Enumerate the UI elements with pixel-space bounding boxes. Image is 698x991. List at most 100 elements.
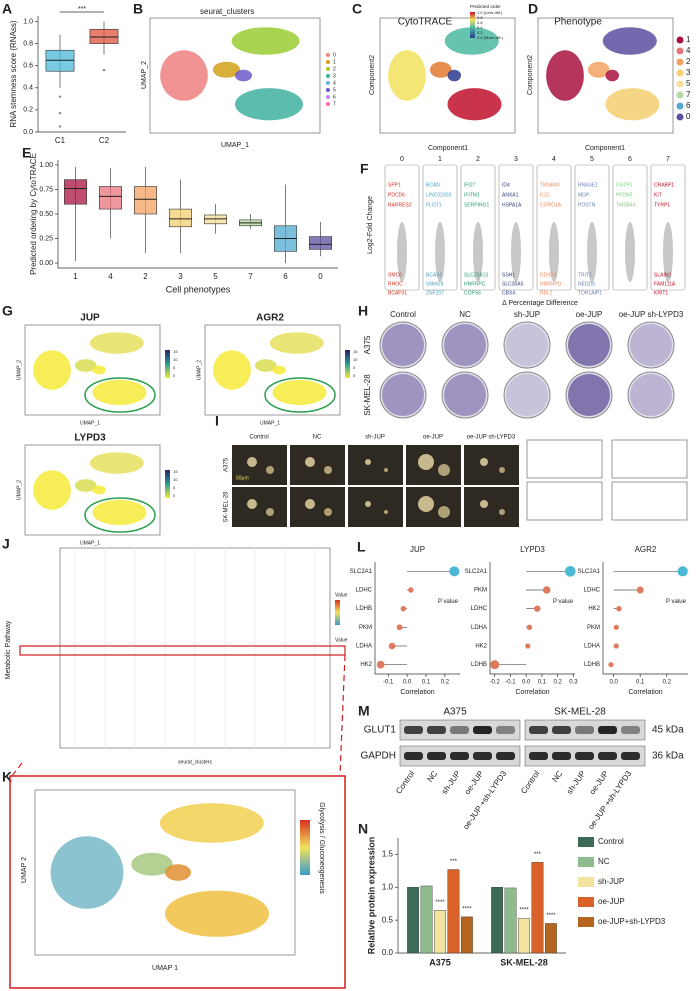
x-tick-label: 2 xyxy=(143,272,148,281)
y-tick-label: 1.5 xyxy=(382,850,394,859)
decoration xyxy=(305,499,315,509)
bar xyxy=(420,885,433,954)
decoration xyxy=(418,496,434,512)
decoration xyxy=(536,164,572,291)
x-axis-label: Component1 xyxy=(585,145,625,152)
gene-label: HSPA1A xyxy=(502,202,522,208)
decoration xyxy=(480,500,488,508)
gene-label: CRABP1 xyxy=(654,182,674,188)
outlier xyxy=(58,95,62,98)
gene-label: PDCD6 xyxy=(388,192,405,198)
dot xyxy=(400,605,407,612)
gene-label: ANXA1 xyxy=(502,192,519,198)
x-tick-label: 0.1 xyxy=(422,680,431,686)
row-label: SK-MEL-28 xyxy=(363,374,372,416)
decoration xyxy=(290,445,345,485)
decoration xyxy=(406,445,461,485)
panel-label: H xyxy=(358,303,368,319)
colorbar-label: 0 xyxy=(353,373,356,378)
gene-label: HNRNPC xyxy=(464,281,486,287)
decoration xyxy=(404,726,423,734)
decoration xyxy=(232,445,287,485)
legend-label: 7 xyxy=(686,90,691,99)
x-axis-label: UMAP_1 xyxy=(80,540,100,546)
decoration xyxy=(165,890,269,937)
colorbar-label: 15 xyxy=(173,469,178,474)
gene-label: HNRNPD xyxy=(540,281,562,287)
decoration xyxy=(630,374,672,416)
decoration xyxy=(33,350,71,390)
x-tick-label: 0 xyxy=(318,272,323,281)
y-tick-label: SLC2A1 xyxy=(350,569,373,575)
gene-label: TRIT1 xyxy=(578,272,592,278)
column-label: oe-JUP xyxy=(423,435,443,441)
x-axis-label: Correlation xyxy=(628,689,662,696)
colorbar-label: 5 xyxy=(173,485,176,490)
x-axis-label: seurat_clusters xyxy=(178,759,212,765)
row-label: A375 xyxy=(363,335,372,354)
gene-label: LINC02303 xyxy=(426,192,452,198)
decoration xyxy=(300,820,310,875)
box xyxy=(45,49,75,72)
outlier xyxy=(102,68,106,72)
y-tick-label: 0.4 xyxy=(23,85,33,92)
y-tick-label: 0.0 xyxy=(382,948,394,957)
decoration xyxy=(84,377,156,413)
decoration xyxy=(92,485,106,495)
decoration xyxy=(232,487,287,527)
chart-title: LYPD3 xyxy=(520,545,545,554)
decoration xyxy=(537,17,674,134)
panel-label: B xyxy=(133,1,143,17)
gene-label: GSTP1 xyxy=(616,182,633,188)
gene-label: KIT xyxy=(654,192,662,198)
y-tick-label: PKM xyxy=(474,588,487,594)
gene-label: SLC25A13 xyxy=(464,272,488,278)
gene-label: FAM111A xyxy=(654,281,676,287)
x-axis-label: UMAP 1 xyxy=(152,965,178,972)
gene-label: SERPING1 xyxy=(464,202,490,208)
colorbar-label: 10 xyxy=(353,357,358,362)
decoration xyxy=(379,17,516,134)
legend-title: Value xyxy=(335,592,348,598)
colorbar-label: 5 xyxy=(353,365,356,370)
dot xyxy=(388,642,396,650)
chart-title: JUP xyxy=(410,545,425,554)
y-axis-label: Component2 xyxy=(369,55,376,95)
gene-label: IFITM1 xyxy=(464,192,480,198)
bar xyxy=(544,923,557,954)
chart-title: AGR2 xyxy=(635,545,657,554)
decoration xyxy=(552,752,571,760)
y-tick-label: SLC2A1 xyxy=(465,569,488,575)
decoration xyxy=(546,50,584,101)
gene-label: RNASE1 xyxy=(578,182,598,188)
decoration xyxy=(24,444,161,536)
panel-label: F xyxy=(360,161,369,177)
colorbar-label: 10 xyxy=(173,357,178,362)
x-tick-label: 0.2 xyxy=(554,680,563,686)
colorbar-label: 0 xyxy=(173,493,176,498)
decoration xyxy=(213,350,251,390)
colorbar-label: 15 xyxy=(173,349,178,354)
significance: **** xyxy=(435,900,445,906)
gene-label: RHOC xyxy=(388,281,403,287)
gene-label: IFI27 xyxy=(464,182,476,188)
box xyxy=(64,179,88,205)
decoration xyxy=(264,377,336,413)
legend-label: 0.8 xyxy=(477,15,483,20)
legend-title: Glycolysis / Gluconeogenesis xyxy=(318,802,325,894)
bar xyxy=(460,916,473,954)
legend-swatch xyxy=(676,69,684,77)
y-tick-label: 0.5 xyxy=(382,915,394,924)
decoration xyxy=(435,222,445,282)
box xyxy=(308,236,332,250)
legend-label: 0.2 xyxy=(477,30,483,35)
decoration xyxy=(650,164,686,291)
legend-swatch xyxy=(326,95,330,99)
decoration xyxy=(384,164,420,291)
decoration xyxy=(235,69,252,82)
y-tick-label: LDHB xyxy=(356,606,372,612)
panel-label: J xyxy=(2,536,10,552)
y-tick-label: LDHA xyxy=(471,625,487,631)
box xyxy=(99,186,123,210)
